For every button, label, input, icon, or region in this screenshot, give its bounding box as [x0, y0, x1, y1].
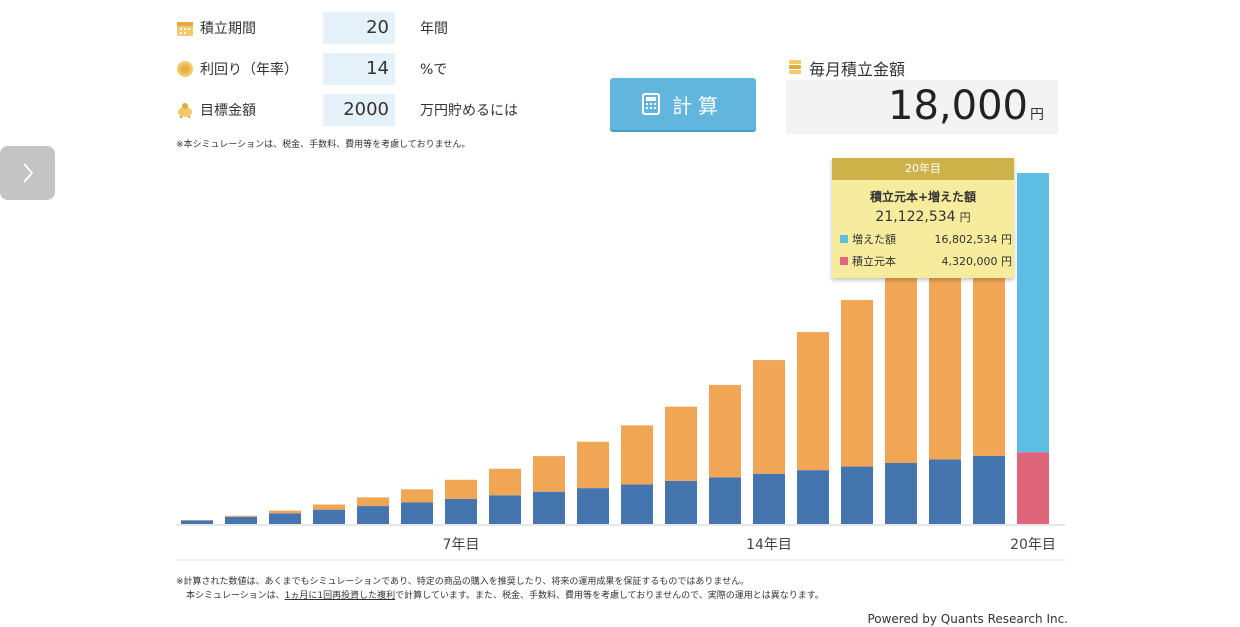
tooltip-total-label: 積立元本+増えた額 — [869, 190, 977, 204]
tooltip-principal-label: 積立元本 — [852, 255, 896, 268]
bar-gain-20[interactable] — [1017, 173, 1049, 453]
bar-gain-14[interactable] — [753, 360, 785, 474]
bar-gain-11[interactable] — [621, 425, 653, 485]
bar-principal-15[interactable] — [797, 470, 829, 524]
tooltip-total: 21,122,534 円 — [832, 209, 1014, 225]
bar-gain-17[interactable] — [885, 264, 917, 463]
tooltip-total-value: 21,122,534 — [875, 209, 956, 225]
bar-gain-7[interactable] — [445, 479, 477, 499]
bar-principal-6[interactable] — [401, 502, 433, 524]
coins-stack-icon — [789, 60, 801, 74]
bar-principal-12[interactable] — [665, 480, 697, 524]
x-tick-label: 14年目 — [746, 537, 792, 553]
bar-principal-17[interactable] — [885, 462, 917, 524]
piggy-icon — [178, 103, 192, 118]
tooltip-gain-value: 16,802,534 円 — [934, 233, 1012, 246]
rate-label: 利回り（年率） — [200, 62, 298, 78]
bar-gain-12[interactable] — [665, 406, 697, 481]
monthly-amount-box: 18,000 円 — [786, 80, 1058, 134]
monthly-title: 毎月積立金額 — [787, 56, 905, 80]
footnote-2a: 本シミュレーションは、 — [186, 591, 285, 601]
bar-principal-4[interactable] — [313, 509, 345, 524]
bar-gain-5[interactable] — [357, 497, 389, 507]
tooltip-gain-label: 増えた額 — [852, 233, 896, 246]
rate-input[interactable]: 14 — [323, 53, 395, 85]
bar-gain-13[interactable] — [709, 384, 741, 478]
bar-principal-16[interactable] — [841, 466, 873, 524]
tooltip-principal-value: 4,320,000 円 — [941, 255, 1012, 268]
x-tick-label: 7年目 — [443, 537, 480, 553]
bar-principal-19[interactable] — [973, 455, 1005, 524]
bar-gain-3[interactable] — [269, 510, 301, 514]
tooltip-year: 20年目 — [832, 158, 1014, 180]
footnote-2b: 1ヵ月に1回再投資した複利 — [284, 591, 396, 601]
gain-swatch — [840, 235, 848, 243]
period-unit: 年間 — [420, 21, 448, 37]
calculate-label: 計算 — [672, 93, 724, 118]
bar-principal-11[interactable] — [621, 484, 653, 524]
tooltip-principal-row: 積立元本 4,320,000 円 — [840, 253, 1014, 269]
rate-row: 利回り（年率） 14 %で — [176, 53, 447, 85]
footnote-2c: で計算しています。また、税金、手数料、費用等を考慮しておりませんので、実際の運用… — [395, 591, 824, 601]
bar-principal-1[interactable] — [181, 520, 213, 524]
bar-principal-10[interactable] — [577, 488, 609, 524]
bar-principal-5[interactable] — [357, 506, 389, 524]
powered-by: Powered by Quants Research Inc. — [867, 612, 1068, 626]
note-top: ※本シミュレーションは、税金、手数料、費用等を考慮しておりません。 — [176, 140, 471, 150]
bar-principal-8[interactable] — [489, 495, 521, 524]
tooltip-gain-row: 増えた額 16,802,534 円 — [840, 231, 1014, 247]
bar-principal-7[interactable] — [445, 498, 477, 524]
bar-gain-15[interactable] — [797, 332, 829, 471]
bar-principal-9[interactable] — [533, 491, 565, 524]
bar-principal-2[interactable] — [225, 516, 257, 524]
bar-gain-4[interactable] — [313, 504, 345, 510]
bar-principal-13[interactable] — [709, 477, 741, 524]
monthly-yen: 円 — [1030, 107, 1044, 123]
next-arrow-button[interactable] — [0, 146, 55, 200]
bar-gain-10[interactable] — [577, 441, 609, 489]
tooltip: 20年目 積立元本+増えた額 21,122,534 円 増えた額 16,802,5… — [832, 158, 1014, 278]
period-label: 積立期間 — [200, 21, 256, 37]
bar-gain-8[interactable] — [489, 468, 521, 496]
period-row: 積立期間 20 年間 — [176, 12, 448, 44]
rate-unit: %で — [420, 62, 448, 78]
x-tick-label: 20年目 — [1010, 537, 1056, 553]
coin-icon — [177, 61, 193, 77]
tooltip-total-yen: 円 — [959, 211, 971, 224]
bar-gain-9[interactable] — [533, 456, 565, 492]
bar-principal-18[interactable] — [929, 459, 961, 524]
footnote-2: 本シミュレーションは、1ヵ月に1回再投資した複利で計算しています。また、税金、手… — [186, 588, 824, 601]
footnote-1: ※計算された数値は、あくまでもシミュレーションであり、特定の商品の購入を推奨した… — [176, 577, 750, 587]
monthly-amount: 18,000 — [888, 83, 1028, 129]
chevron-right-icon — [22, 163, 33, 183]
principal-swatch — [840, 257, 848, 265]
bar-principal-14[interactable] — [753, 473, 785, 524]
bar-gain-2[interactable] — [225, 515, 257, 517]
target-label: 目標金額 — [200, 103, 256, 119]
bar-principal-20[interactable] — [1017, 452, 1049, 524]
target-row: 目標金額 2000 万円貯めるには — [176, 94, 518, 126]
bar-principal-3[interactable] — [269, 513, 301, 524]
period-input[interactable]: 20 — [323, 12, 395, 44]
monthly-title-text: 毎月積立金額 — [809, 60, 906, 79]
calculate-button[interactable]: 計算 — [610, 78, 756, 130]
target-input[interactable]: 2000 — [323, 94, 395, 126]
target-unit: 万円貯めるには — [420, 103, 518, 119]
bar-gain-6[interactable] — [401, 489, 433, 503]
calculator-icon — [642, 93, 660, 115]
calendar-icon — [177, 22, 193, 36]
bar-gain-16[interactable] — [841, 300, 873, 467]
